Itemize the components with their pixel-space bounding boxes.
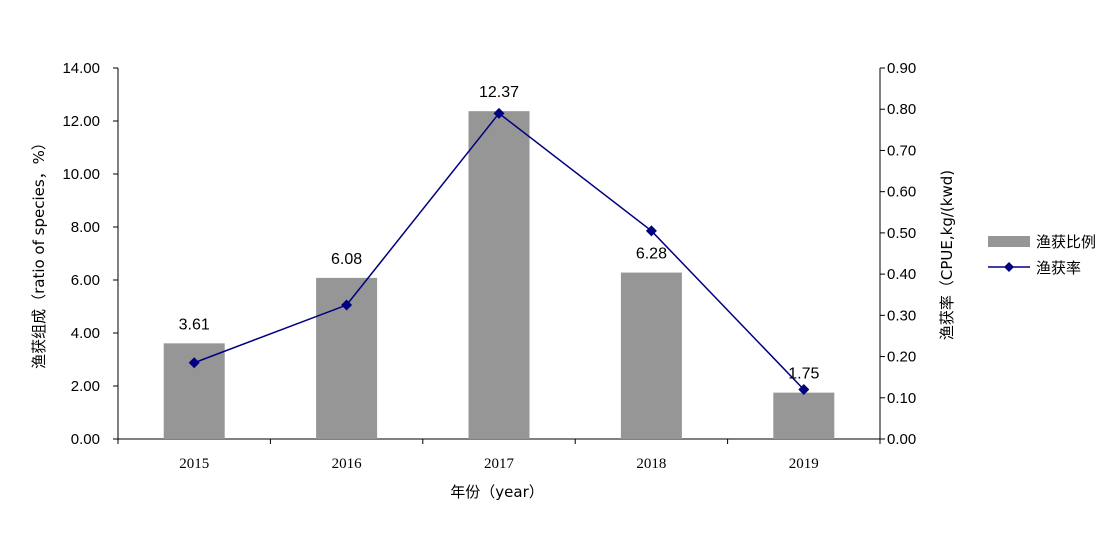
y2-tick-label: 0.40: [887, 266, 916, 283]
line-series: [188, 107, 810, 396]
legend-marker-diamond: [1004, 262, 1014, 272]
x-tick-label: 2018: [636, 456, 666, 472]
bars: [163, 111, 835, 439]
x-tick-label: 2017: [484, 456, 515, 472]
legend: 渔获比例 渔获率: [988, 233, 1096, 277]
y-tick-label: 14.00: [62, 60, 100, 77]
bar: [620, 272, 682, 439]
data-labels: 3.61 6.08 12.37 6.28 1.75: [179, 84, 820, 382]
y2-tick-label: 0.70: [887, 142, 916, 159]
axes: 0.00 2.00 4.00 6.00 8.00 10.00 12.00 14.00 0.00 0…: [62, 60, 916, 472]
line-point: [798, 384, 810, 396]
y-tick-label: 0.00: [71, 431, 100, 448]
y2-tick-label: 0.90: [887, 60, 916, 77]
legend-swatch-bar: [988, 236, 1030, 247]
line-point: [645, 225, 657, 237]
x-axis-label: 年份（year）: [450, 483, 543, 501]
legend-label-line: 渔获率: [1036, 259, 1081, 277]
bar-value-label: 6.08: [331, 251, 362, 268]
legend-label-bar: 渔获比例: [1036, 233, 1096, 251]
y2-axis-label: 渔获率（CPUE,kg/(kwd): [938, 170, 956, 340]
y2-tick-label: 0.20: [887, 349, 916, 366]
y-tick-label: 8.00: [71, 219, 100, 236]
y2-tick-label: 0.10: [887, 390, 916, 407]
bar: [773, 392, 835, 439]
bar-value-label: 1.75: [788, 366, 819, 383]
y-tick-label: 6.00: [71, 272, 100, 289]
line-point: [341, 299, 353, 311]
bar-value-label: 3.61: [179, 316, 210, 333]
x-tick-label: 2015: [179, 456, 209, 472]
line-point: [493, 107, 505, 119]
y-tick-label: 2.00: [71, 378, 100, 395]
y-axis-label: 渔获组成（ratio of species，%）: [30, 135, 48, 369]
y2-tick-label: 0.00: [887, 431, 916, 448]
y-tick-label: 10.00: [62, 166, 100, 183]
x-tick-label: 2019: [789, 456, 819, 472]
y-tick-label: 4.00: [71, 325, 100, 342]
y2-tick-label: 0.30: [887, 307, 916, 324]
line-point: [188, 357, 200, 369]
bar-value-label: 6.28: [636, 246, 667, 263]
bar: [468, 111, 530, 439]
y-tick-label: 12.00: [62, 113, 100, 130]
y2-tick-label: 0.60: [887, 184, 916, 201]
bar-value-label: 12.37: [479, 84, 519, 101]
y2-tick-label: 0.50: [887, 225, 916, 242]
x-tick-label: 2016: [332, 456, 363, 472]
y2-tick-label: 0.80: [887, 101, 916, 118]
